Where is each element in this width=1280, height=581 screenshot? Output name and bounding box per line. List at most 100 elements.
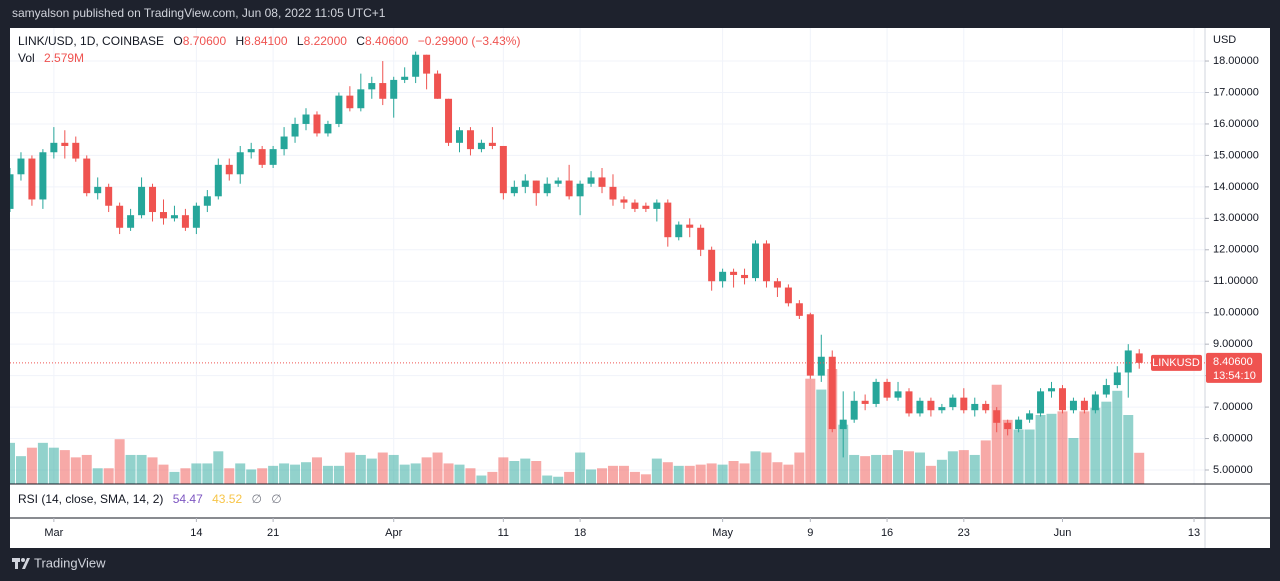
candle-body xyxy=(719,271,727,282)
volume-bar xyxy=(914,452,925,484)
ohlc-value: 8.84100 xyxy=(244,34,288,48)
candle-body xyxy=(1058,388,1066,411)
volume-bar xyxy=(509,461,520,484)
volume-bar xyxy=(498,457,509,484)
candle-body xyxy=(795,303,803,316)
candle-body xyxy=(423,54,431,74)
volume-bar xyxy=(136,454,147,484)
rsi-value: 54.47 xyxy=(173,492,203,506)
candle-body xyxy=(291,123,299,137)
candle-body xyxy=(817,356,825,376)
volume-bar xyxy=(410,463,421,484)
volume-bar xyxy=(311,457,322,484)
candle-body xyxy=(741,274,749,279)
candle-body xyxy=(1124,350,1132,373)
volume-bar xyxy=(103,468,114,484)
candle-body xyxy=(455,130,463,143)
candle-body xyxy=(346,95,354,109)
price-tag xyxy=(1206,352,1262,383)
candle-body xyxy=(401,76,409,80)
volume-bar xyxy=(432,452,443,484)
volume-bar xyxy=(553,476,564,484)
candle-body xyxy=(203,196,211,206)
y-tick-label: 11.00000 xyxy=(1213,275,1258,287)
x-tick-label: 13 xyxy=(1188,527,1200,539)
candle-body xyxy=(445,98,453,143)
candle-body xyxy=(170,215,178,219)
candle-body xyxy=(697,227,705,250)
volume-bar xyxy=(333,465,344,484)
ohlc-key: L xyxy=(297,34,304,48)
candle-body xyxy=(982,403,990,411)
candle-body xyxy=(510,186,518,194)
ohlc-key: C xyxy=(356,34,365,48)
candle-body xyxy=(324,123,332,134)
y-tick-label: 12.00000 xyxy=(1213,244,1259,256)
volume-bar xyxy=(15,456,26,484)
candle-body xyxy=(521,180,529,187)
candle-body xyxy=(576,183,584,197)
candle-body xyxy=(1069,400,1077,411)
grid xyxy=(10,28,1205,484)
candle-body xyxy=(730,271,738,275)
candle-body xyxy=(861,400,869,404)
volume-bar xyxy=(1013,429,1024,484)
candle-body xyxy=(850,400,858,420)
volume-legend: Vol 2.579M xyxy=(18,51,84,65)
candle-body xyxy=(762,243,770,282)
x-tick-label: Mar xyxy=(44,527,63,539)
volume-bar xyxy=(651,458,662,484)
volume-bar xyxy=(893,450,904,484)
countdown: 13:54:10 xyxy=(1213,370,1256,382)
rsi-value: 43.52 xyxy=(212,492,242,506)
candle-body xyxy=(335,95,343,124)
candle-body xyxy=(236,152,244,175)
volume-bar xyxy=(673,465,684,484)
candle-body xyxy=(466,130,474,150)
byline: samyalson published on TradingView.com, … xyxy=(12,6,386,20)
volume-bar xyxy=(37,442,48,484)
candle-body xyxy=(1004,422,1012,430)
candle-body xyxy=(949,397,957,408)
candle-body xyxy=(543,183,551,194)
volume-bar xyxy=(114,439,125,484)
volume-bar xyxy=(903,451,914,484)
volume-bar xyxy=(783,464,794,484)
volume-bar xyxy=(421,457,432,484)
candle-body xyxy=(94,186,102,194)
volume-bar xyxy=(147,457,158,484)
volume-bar xyxy=(662,462,673,484)
volume-bar xyxy=(81,454,92,484)
brand-logo xyxy=(12,558,30,569)
ohlc-key: H xyxy=(235,34,244,48)
brand: TradingView xyxy=(34,555,106,570)
volume-bar xyxy=(706,463,717,484)
volume-bar xyxy=(1002,419,1013,484)
volume-bar xyxy=(586,469,597,484)
rsi-title: RSI (14, close, SMA, 14, 2) xyxy=(18,492,163,506)
volume-bar xyxy=(1079,411,1090,484)
volume-bar xyxy=(224,468,235,484)
candle-body xyxy=(10,174,14,209)
price-tag-label: 8.40600 xyxy=(1213,356,1253,368)
candle-body xyxy=(784,287,792,304)
x-tick-label: 9 xyxy=(807,527,813,539)
volume-bar xyxy=(969,454,980,484)
x-tick-label: May xyxy=(712,527,733,539)
y-tick-label: 17.00000 xyxy=(1213,86,1259,98)
x-tick-label: 14 xyxy=(190,527,202,539)
volume-bar xyxy=(443,463,454,484)
volume-bar xyxy=(322,465,333,484)
candle-body xyxy=(214,164,222,197)
y-tick-label: 15.00000 xyxy=(1213,149,1259,161)
symbol-tag xyxy=(1151,354,1202,371)
volume-bar xyxy=(1101,401,1112,484)
volume-bar xyxy=(158,464,169,484)
volume-bar xyxy=(235,463,246,484)
rsi-legend: RSI (14, close, SMA, 14, 2) 54.47 43.52 … xyxy=(18,492,282,506)
y-tick-label: 6.00000 xyxy=(1213,432,1253,444)
volume-bar xyxy=(388,454,399,484)
volume-bar xyxy=(26,447,37,484)
volume-layer xyxy=(10,369,1145,484)
volume-value: 2.579M xyxy=(44,51,84,65)
